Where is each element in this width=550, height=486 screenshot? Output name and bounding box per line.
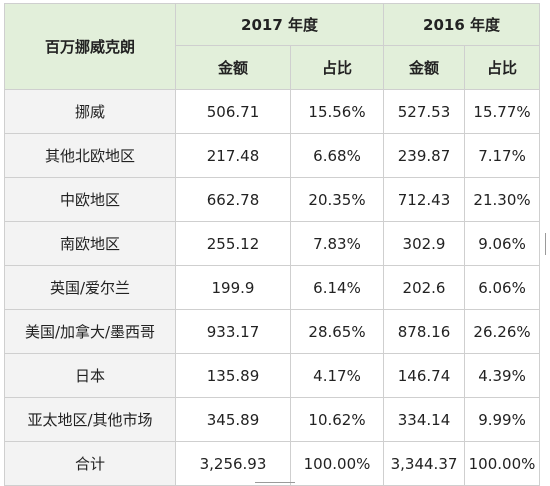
- amount-2017: 255.12: [175, 221, 291, 266]
- region-revenue-table-wrapper: 百万挪威克朗 2017 年度 2016 年度 金额 占比 金额 占比 挪威 50…: [4, 3, 541, 486]
- amount-2017: 506.71: [175, 89, 291, 134]
- share-2016: 6.06%: [464, 265, 541, 310]
- amount-2017: 662.78: [175, 177, 291, 222]
- header-row-metrics: 金额 占比 金额 占比: [5, 45, 541, 90]
- share-2017: 6.68%: [289, 133, 385, 178]
- share-2016: 15.77%: [464, 89, 541, 134]
- header-row-years: 百万挪威克朗 2017 年度 2016 年度: [4, 3, 541, 90]
- total-share-2016: 100.00%: [464, 441, 541, 486]
- region-name: 其他北欧地区: [4, 133, 176, 178]
- share-2016: 9.06%: [464, 221, 541, 266]
- year-header-2016: 2016 年度: [383, 3, 541, 46]
- share-header-2017: 占比: [289, 45, 385, 90]
- region-name: 美国/加拿大/墨西哥: [4, 309, 176, 354]
- year-header-2017: 2017 年度: [174, 3, 385, 46]
- region-name: 挪威: [4, 89, 176, 134]
- amount-2016: 712.43: [383, 177, 466, 222]
- share-2017: 20.35%: [289, 177, 385, 222]
- total-amount-2017: 3,256.93: [175, 441, 291, 486]
- amount-2016: 527.53: [383, 89, 466, 134]
- amount-2017: 345.89: [175, 397, 291, 442]
- region-name: 英国/爱尔兰: [4, 265, 176, 310]
- bottom-artifact: [255, 482, 295, 483]
- amount-2017: 135.89: [175, 353, 291, 398]
- table-row: 其他北欧地区 217.48 6.68% 239.87 7.17%: [4, 133, 541, 178]
- share-2017: 6.14%: [289, 265, 385, 310]
- total-share-2017: 100.00%: [289, 441, 385, 486]
- edge-artifact: [545, 233, 546, 255]
- share-2017: 7.83%: [289, 221, 385, 266]
- amount-2017: 933.17: [175, 309, 291, 354]
- table-body: 挪威 506.71 15.56% 527.53 15.77% 其他北欧地区 21…: [4, 89, 541, 486]
- region-name: 日本: [4, 353, 176, 398]
- region-revenue-table: 百万挪威克朗 2017 年度 2016 年度 金额 占比 金额 占比 挪威 50…: [4, 3, 541, 486]
- share-header-2016: 占比: [464, 45, 541, 90]
- amount-2016: 878.16: [383, 309, 466, 354]
- amount-2017: 199.9: [175, 265, 291, 310]
- share-2017: 15.56%: [289, 89, 385, 134]
- share-2016: 4.39%: [464, 353, 541, 398]
- table-row: 中欧地区 662.78 20.35% 712.43 21.30%: [4, 177, 541, 222]
- table-row: 日本 135.89 4.17% 146.74 4.39%: [4, 353, 541, 398]
- share-2016: 9.99%: [464, 397, 541, 442]
- table-row: 美国/加拿大/墨西哥 933.17 28.65% 878.16 26.26%: [4, 309, 541, 354]
- amount-header-2016: 金额: [383, 45, 466, 90]
- total-label: 合计: [4, 441, 176, 486]
- share-2017: 10.62%: [289, 397, 385, 442]
- amount-2017: 217.48: [175, 133, 291, 178]
- amount-2016: 334.14: [383, 397, 466, 442]
- table-row: 挪威 506.71 15.56% 527.53 15.77%: [4, 89, 541, 134]
- table-row: 南欧地区 255.12 7.83% 302.9 9.06%: [4, 221, 541, 266]
- share-2016: 21.30%: [464, 177, 541, 222]
- amount-2016: 146.74: [383, 353, 466, 398]
- share-2016: 7.17%: [464, 133, 541, 178]
- total-row: 合计 3,256.93 100.00% 3,344.37 100.00%: [4, 441, 541, 486]
- region-name: 中欧地区: [4, 177, 176, 222]
- amount-2016: 239.87: [383, 133, 466, 178]
- region-name: 南欧地区: [4, 221, 176, 266]
- table-row: 英国/爱尔兰 199.9 6.14% 202.6 6.06%: [4, 265, 541, 310]
- amount-2016: 302.9: [383, 221, 466, 266]
- table-header: 百万挪威克朗 2017 年度 2016 年度 金额 占比 金额 占比: [4, 3, 541, 90]
- amount-2016: 202.6: [383, 265, 466, 310]
- table-row: 亚太地区/其他市场 345.89 10.62% 334.14 9.99%: [4, 397, 541, 442]
- share-2016: 26.26%: [464, 309, 541, 354]
- corner-header: 百万挪威克朗: [4, 3, 176, 90]
- share-2017: 4.17%: [289, 353, 385, 398]
- share-2017: 28.65%: [289, 309, 385, 354]
- total-amount-2016: 3,344.37: [383, 441, 466, 486]
- amount-header-2017: 金额: [175, 45, 291, 90]
- region-name: 亚太地区/其他市场: [4, 397, 176, 442]
